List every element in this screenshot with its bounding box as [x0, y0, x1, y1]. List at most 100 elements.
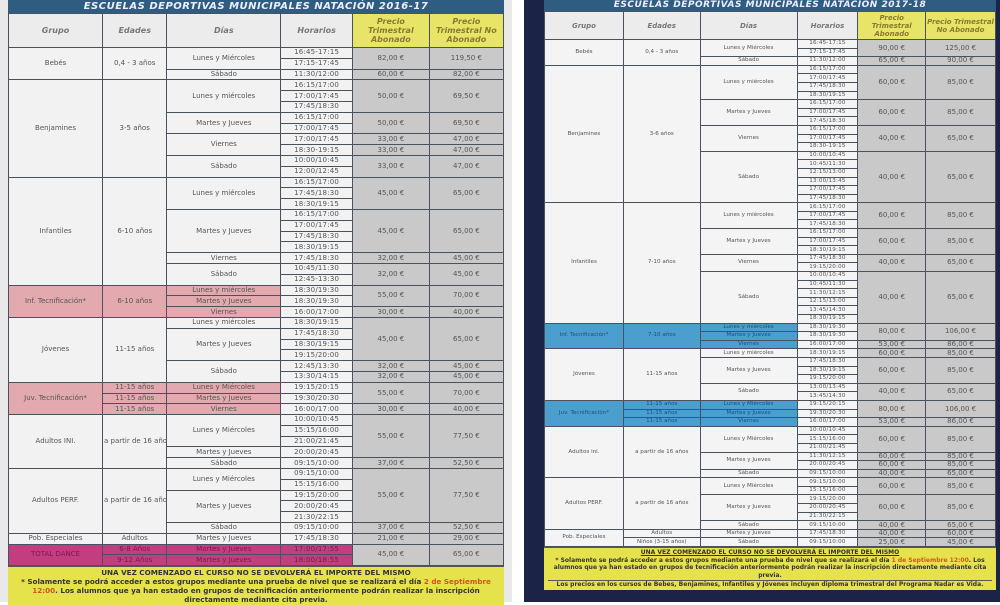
- price-cell: 25,00 €: [857, 537, 927, 548]
- photo-schedule-2016-17: ESCUELAS DEPORTIVAS MUNICIPALES NATACIÓN…: [0, 0, 512, 605]
- note-text-end: . Los alumnos que ya han estado en grupo…: [553, 556, 987, 579]
- price-cell: 32,00 €: [352, 252, 430, 264]
- schedule-time-cell: 19:15/20:15: [796, 399, 859, 410]
- schedule-time-cell: 19:15/20:00: [280, 349, 353, 362]
- table-cell: Adultos PERF.: [544, 477, 624, 530]
- price-cell: 40,00 €: [857, 520, 927, 530]
- price-cell: 40,00 €: [857, 468, 927, 479]
- table-cell: Martes y Jueves: [699, 451, 798, 470]
- price-cell: 60,00 €: [857, 228, 927, 255]
- table-cell: Jóvenes: [544, 348, 624, 401]
- price-cell: 50,00 €: [352, 111, 430, 135]
- table-cell: Inf. Tecnificación*: [544, 322, 624, 350]
- table-cell: 0,4 - 3 años: [622, 39, 701, 66]
- price-cell: 85,00 €: [925, 348, 996, 358]
- table-cell: Viernes: [699, 417, 798, 427]
- price-cell: 125,00 €: [925, 38, 996, 58]
- price-cell: 33,00 €: [352, 144, 430, 156]
- table-cell: Lunes y Miércoles: [166, 381, 282, 394]
- table-cell: Lunes y Miércoles: [699, 399, 798, 410]
- price-cell: 32,00 €: [352, 360, 430, 372]
- price-cell: 65,00 €: [925, 253, 996, 273]
- price-cell: 65,00 €: [857, 56, 927, 66]
- price-cell: 29,00 €: [428, 532, 505, 545]
- table-row: Jóvenes 11-15 años Lunes y miércoles 18:30/…: [7, 316, 505, 383]
- price-cell: 53,00 €: [857, 339, 927, 350]
- table-cell: Infantiles: [544, 202, 624, 324]
- schedule-time-cell: 19:15/20:15: [280, 381, 353, 394]
- schedule-time-cell: 12:45/13:30: [280, 360, 353, 372]
- table-row: Viernes 16:15/17:00 40,00 €65,00 €: [545, 124, 996, 152]
- price-cell: 65,00 €: [925, 468, 996, 479]
- table-cell: 11-15 años: [622, 399, 701, 410]
- schedule-time-cell: 17:00/17:45: [280, 90, 353, 102]
- table-row: Benjamines 3-5 años Lunes y miércoles 16:15…: [7, 79, 505, 178]
- table-cell: 11-15 años: [102, 381, 168, 394]
- schedule-time-cell: 18:30/19:30: [280, 295, 353, 308]
- price-cell: 40,00 €: [428, 306, 505, 318]
- schedule-time-cell: 17:15-17:45: [796, 47, 859, 58]
- schedule-time-cell: 18:30/19:30: [796, 331, 859, 341]
- price-cell: 52,50 €: [428, 457, 505, 470]
- schedule-time-cell: 17:00/17:45: [796, 73, 859, 83]
- header-edades: Edades: [102, 13, 168, 48]
- table-row: Benjamines 3-6 años Lunes y miércoles 16:15…: [544, 64, 996, 204]
- price-cell: 37,00 €: [352, 457, 430, 470]
- price-cell: 55,00 €: [352, 468, 430, 524]
- schedule-time-cell: 16:45-17:15: [280, 47, 353, 59]
- price-cell: 70,00 €: [428, 284, 505, 308]
- table-cell: Lunes y miércoles: [166, 284, 282, 297]
- price-cell: 60,00 €: [857, 425, 927, 453]
- table-cell: a partir de 16 años: [102, 414, 168, 470]
- schedule-time-cell: 11:30/12:00: [280, 68, 353, 81]
- price-cell: 86,00 €: [925, 339, 996, 350]
- price-cell: 82,00 €: [352, 47, 430, 70]
- table-row: Niños (3-15 años) Sábado 09:15/10:00 25,00 …: [545, 537, 996, 548]
- schedule-time-cell: 16:15/17:00: [280, 111, 353, 124]
- schedule-table: Grupo Edades Días Horarios Precio Trimes…: [544, 11, 996, 548]
- table-cell: Martes y Jueves: [699, 494, 798, 522]
- table-cell: Sábado: [699, 520, 798, 530]
- price-cell: 69,50 €: [428, 79, 505, 113]
- schedule-time-cell: 16:15/17:00: [796, 124, 859, 135]
- table-cell: Infantiles: [7, 176, 104, 286]
- price-cell: 52,50 €: [428, 522, 505, 534]
- table-row: Sábado 11:30/12:00 65,00 €90,00 €: [545, 56, 996, 66]
- table-cell: 6-10 años: [102, 176, 168, 286]
- schedule-time-cell: 21:30/22:15: [280, 511, 353, 524]
- table-row: 17:45/18:30: [9, 230, 504, 243]
- table-cell: Martes y Jueves: [166, 208, 282, 254]
- price-cell: 60,00 €: [857, 348, 927, 358]
- price-cell: 45,00 €: [352, 316, 430, 362]
- price-cell: 45,00 €: [428, 370, 505, 383]
- schedule-time-cell: 20:00/20:45: [796, 503, 859, 513]
- price-cell: 65,00 €: [428, 543, 505, 567]
- table-cell: Sábado: [699, 382, 798, 401]
- schedule-time-cell: 19:30/20:30: [280, 392, 353, 405]
- table-cell: Inf. Tecnificación*: [7, 284, 104, 318]
- note-date: 1 de Septiembre 12:00: [891, 556, 969, 564]
- schedule-time-cell: 12:15/13:00: [796, 296, 859, 307]
- table-row: Sábado 12:45/13:30 32,00 €45,00 €: [9, 360, 505, 383]
- table-cell: Sábado: [699, 56, 798, 66]
- schedule-time-cell: 16:00/17:00: [796, 417, 859, 427]
- schedule-time-cell: 18:30/19:15: [280, 241, 353, 254]
- price-cell: 65,00 €: [925, 150, 996, 204]
- table-cell: Martes y Jueves: [699, 99, 798, 126]
- table-row: Adultos PERF. a partir de 16 años Lunes y …: [544, 477, 996, 530]
- schedule-time-cell: 10:00/10:45: [796, 150, 859, 161]
- table-row: Adultos INI. a partir de 16 años Lunes y M…: [7, 414, 505, 470]
- price-cell: 37,00 €: [352, 522, 430, 534]
- schedule-time-cell: 11:30/12:15: [796, 451, 859, 462]
- price-cell: 65,00 €: [925, 124, 996, 152]
- schedule-time-cell: 17:00/17:45: [796, 133, 859, 144]
- table-row: Sábado 09:15/10:00 40,00 €65,00 €: [545, 468, 996, 479]
- table-cell: Lunes y miércoles: [166, 79, 282, 113]
- table-row: Pob. Especiales Adultos Martes y Jueves 17:…: [7, 532, 505, 545]
- table-row: Pob. Especiales Adultos Martes y Jueves 17:…: [544, 528, 996, 548]
- schedule-time-cell: 10:00/10:45: [796, 425, 859, 436]
- schedule-time-cell: 17:00/17:45: [796, 236, 859, 247]
- table-row: Juv. Tecnificación* 11-15 años Lunes y Mié…: [7, 381, 505, 416]
- schedule-time-cell: 17:45/18:30: [280, 230, 353, 243]
- schedule-time-cell: 18:30/19:30: [796, 322, 859, 333]
